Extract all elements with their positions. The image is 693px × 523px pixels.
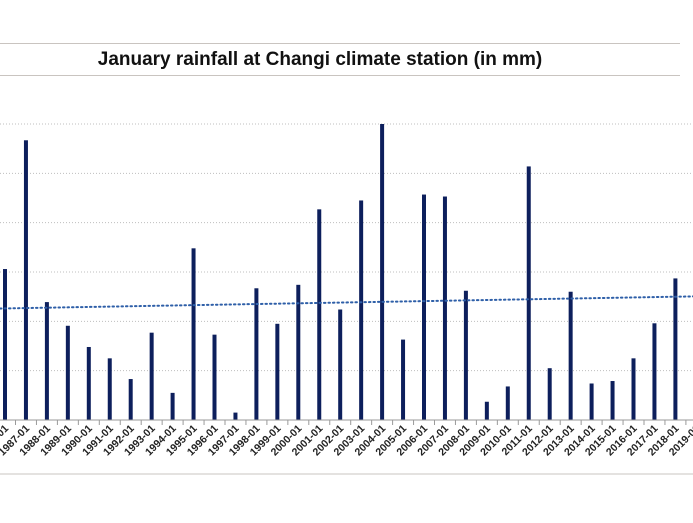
bar (631, 358, 636, 420)
bar (254, 288, 259, 420)
bar (212, 334, 217, 420)
bar (673, 278, 678, 420)
bar (107, 358, 112, 420)
bar (317, 209, 322, 420)
bar (568, 291, 573, 420)
chart-title: January rainfall at Changi climate stati… (97, 49, 543, 70)
bar (610, 381, 615, 420)
bar (275, 323, 280, 420)
bar (86, 346, 91, 420)
bar (359, 200, 364, 420)
bar (505, 386, 510, 420)
bar (338, 309, 343, 420)
bar (526, 166, 531, 420)
bar (547, 368, 552, 420)
bar (463, 290, 468, 420)
bar (3, 269, 7, 420)
bar (191, 248, 196, 420)
bar (44, 302, 49, 420)
bar (422, 194, 426, 420)
title-underline (0, 75, 680, 76)
bar (149, 332, 154, 420)
bar (589, 383, 594, 420)
bar (23, 140, 28, 420)
bar (233, 412, 238, 420)
bar (65, 325, 70, 420)
bar (128, 379, 133, 420)
bar (170, 392, 175, 420)
bar (484, 401, 489, 420)
bar (442, 196, 447, 420)
bar (401, 339, 406, 420)
top-border-line (0, 43, 680, 44)
trendline (0, 295, 693, 310)
bar (652, 323, 657, 420)
bar (296, 284, 301, 420)
bar (380, 124, 385, 420)
